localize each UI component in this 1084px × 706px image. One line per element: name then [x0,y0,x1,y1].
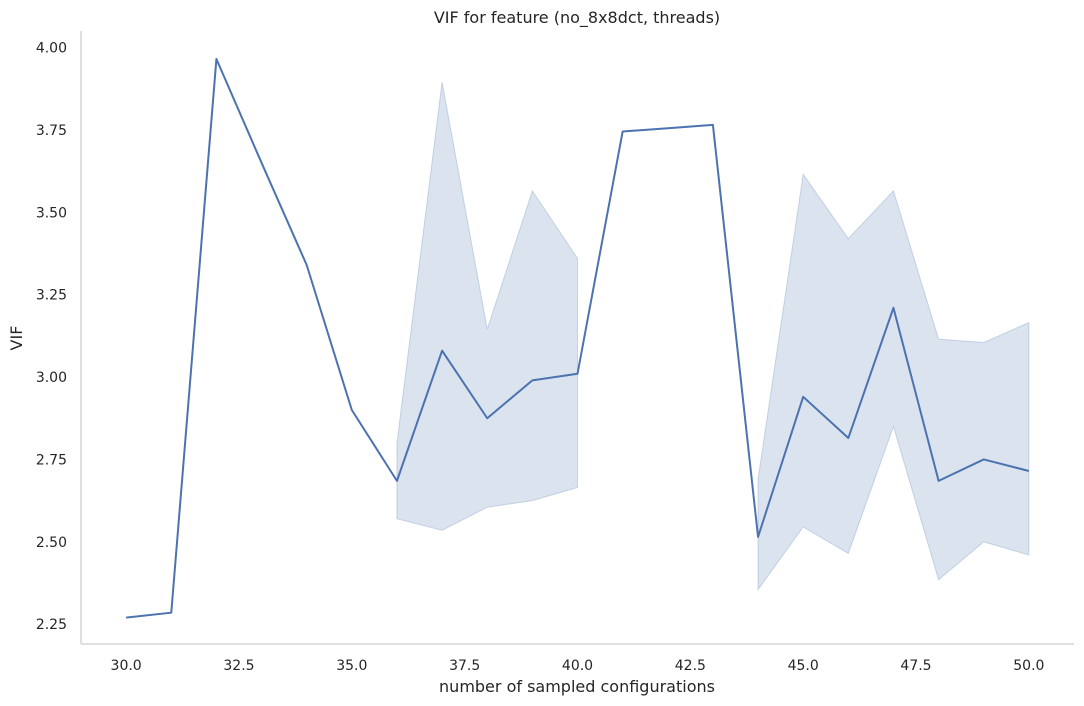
x-axis-ticks: 30.0 32.5 35.0 37.5 40.0 42.5 45.0 47.5 50.0 [111,658,1045,674]
x-tick-label: 40.0 [562,658,593,674]
x-tick-label: 30.0 [111,658,142,674]
series-line-1 [126,58,1030,619]
y-tick-label: 2.75 [36,452,67,468]
x-tick-label: 47.5 [900,658,931,674]
y-tick-label: 3.00 [36,370,67,386]
y-tick-label: 3.25 [36,288,67,304]
y-tick-label: 3.75 [36,123,67,139]
y-axis-ticks: 2.25 2.50 2.75 3.00 3.25 3.50 3.75 4.00 [36,40,67,633]
y-tick-label: 2.50 [36,535,67,551]
y-axis-title: VIF [7,326,26,351]
confidence-band-1 [396,81,578,531]
y-tick-label: 2.25 [36,617,67,633]
y-tick-label: 4.00 [36,40,67,56]
x-axis-title: number of sampled configurations [439,677,715,696]
x-tick-label: 35.0 [336,658,367,674]
confidence-band-2 [757,173,1030,592]
series-lines [126,58,1030,619]
x-tick-label: 37.5 [449,658,480,674]
x-tick-label: 32.5 [223,658,254,674]
axes [80,31,1074,645]
x-tick-label: 50.0 [1013,658,1044,674]
confidence-bands [396,81,1030,592]
y-tick-label: 3.50 [36,205,67,221]
x-tick-label: 45.0 [788,658,819,674]
x-tick-label: 42.5 [675,658,706,674]
chart-title: VIF for feature (no_8x8dct, threads) [434,8,720,28]
